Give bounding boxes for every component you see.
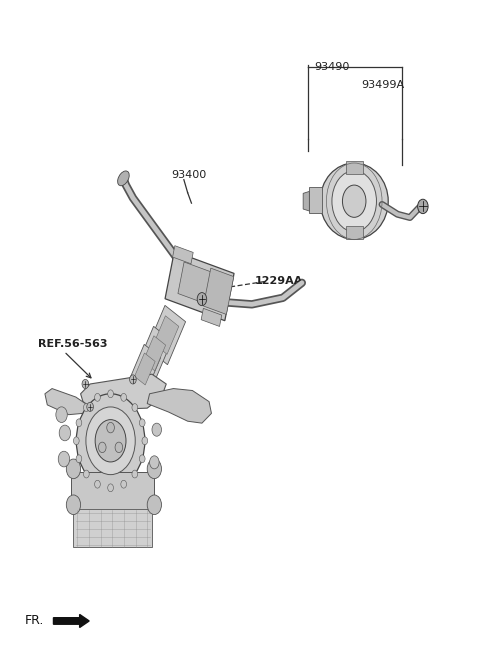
Circle shape [342, 185, 366, 217]
Circle shape [147, 459, 161, 479]
Circle shape [132, 470, 138, 478]
Circle shape [58, 451, 70, 467]
Circle shape [98, 442, 106, 453]
Ellipse shape [118, 171, 129, 186]
Circle shape [107, 422, 114, 433]
Circle shape [147, 495, 161, 514]
Polygon shape [204, 268, 234, 315]
Text: REF.56-563: REF.56-563 [38, 340, 107, 350]
Circle shape [418, 199, 428, 214]
FancyBboxPatch shape [346, 161, 363, 174]
Ellipse shape [320, 163, 388, 239]
Circle shape [56, 407, 67, 422]
Polygon shape [165, 252, 234, 321]
Text: 1229AA: 1229AA [254, 276, 303, 286]
Circle shape [121, 394, 127, 401]
Circle shape [130, 375, 136, 384]
Circle shape [121, 480, 127, 488]
Circle shape [95, 480, 100, 488]
Polygon shape [178, 262, 212, 304]
Polygon shape [137, 327, 172, 380]
Bar [71, 472, 155, 511]
Circle shape [115, 442, 123, 453]
Circle shape [86, 407, 135, 474]
Circle shape [76, 455, 82, 463]
Polygon shape [303, 191, 309, 211]
FancyBboxPatch shape [346, 226, 363, 239]
Text: FR.: FR. [25, 614, 44, 627]
Polygon shape [309, 187, 322, 213]
Circle shape [76, 419, 82, 426]
Polygon shape [129, 344, 161, 394]
Circle shape [139, 419, 145, 426]
Polygon shape [45, 388, 90, 415]
Polygon shape [147, 388, 212, 423]
Circle shape [139, 455, 145, 463]
Circle shape [82, 380, 89, 388]
Polygon shape [134, 353, 155, 385]
Circle shape [132, 403, 138, 411]
Polygon shape [154, 316, 179, 354]
Text: 93400: 93400 [171, 170, 206, 179]
Bar [73, 509, 152, 547]
Polygon shape [147, 306, 186, 365]
Circle shape [66, 459, 81, 479]
Circle shape [87, 402, 94, 411]
Circle shape [95, 420, 126, 462]
Circle shape [152, 423, 161, 436]
Circle shape [108, 390, 113, 397]
Polygon shape [201, 308, 222, 327]
Polygon shape [53, 614, 89, 627]
Circle shape [108, 484, 113, 491]
Polygon shape [173, 246, 193, 263]
Circle shape [142, 437, 148, 445]
Circle shape [76, 394, 145, 487]
Text: 93499A: 93499A [361, 79, 405, 89]
Text: 93490: 93490 [314, 62, 349, 72]
Circle shape [59, 425, 71, 441]
Circle shape [150, 456, 159, 469]
Circle shape [84, 403, 89, 411]
Circle shape [332, 171, 376, 232]
Polygon shape [143, 336, 166, 371]
Circle shape [84, 470, 89, 478]
Circle shape [73, 437, 79, 445]
Circle shape [66, 495, 81, 514]
Circle shape [95, 394, 100, 401]
Circle shape [197, 292, 207, 306]
Polygon shape [81, 374, 166, 410]
